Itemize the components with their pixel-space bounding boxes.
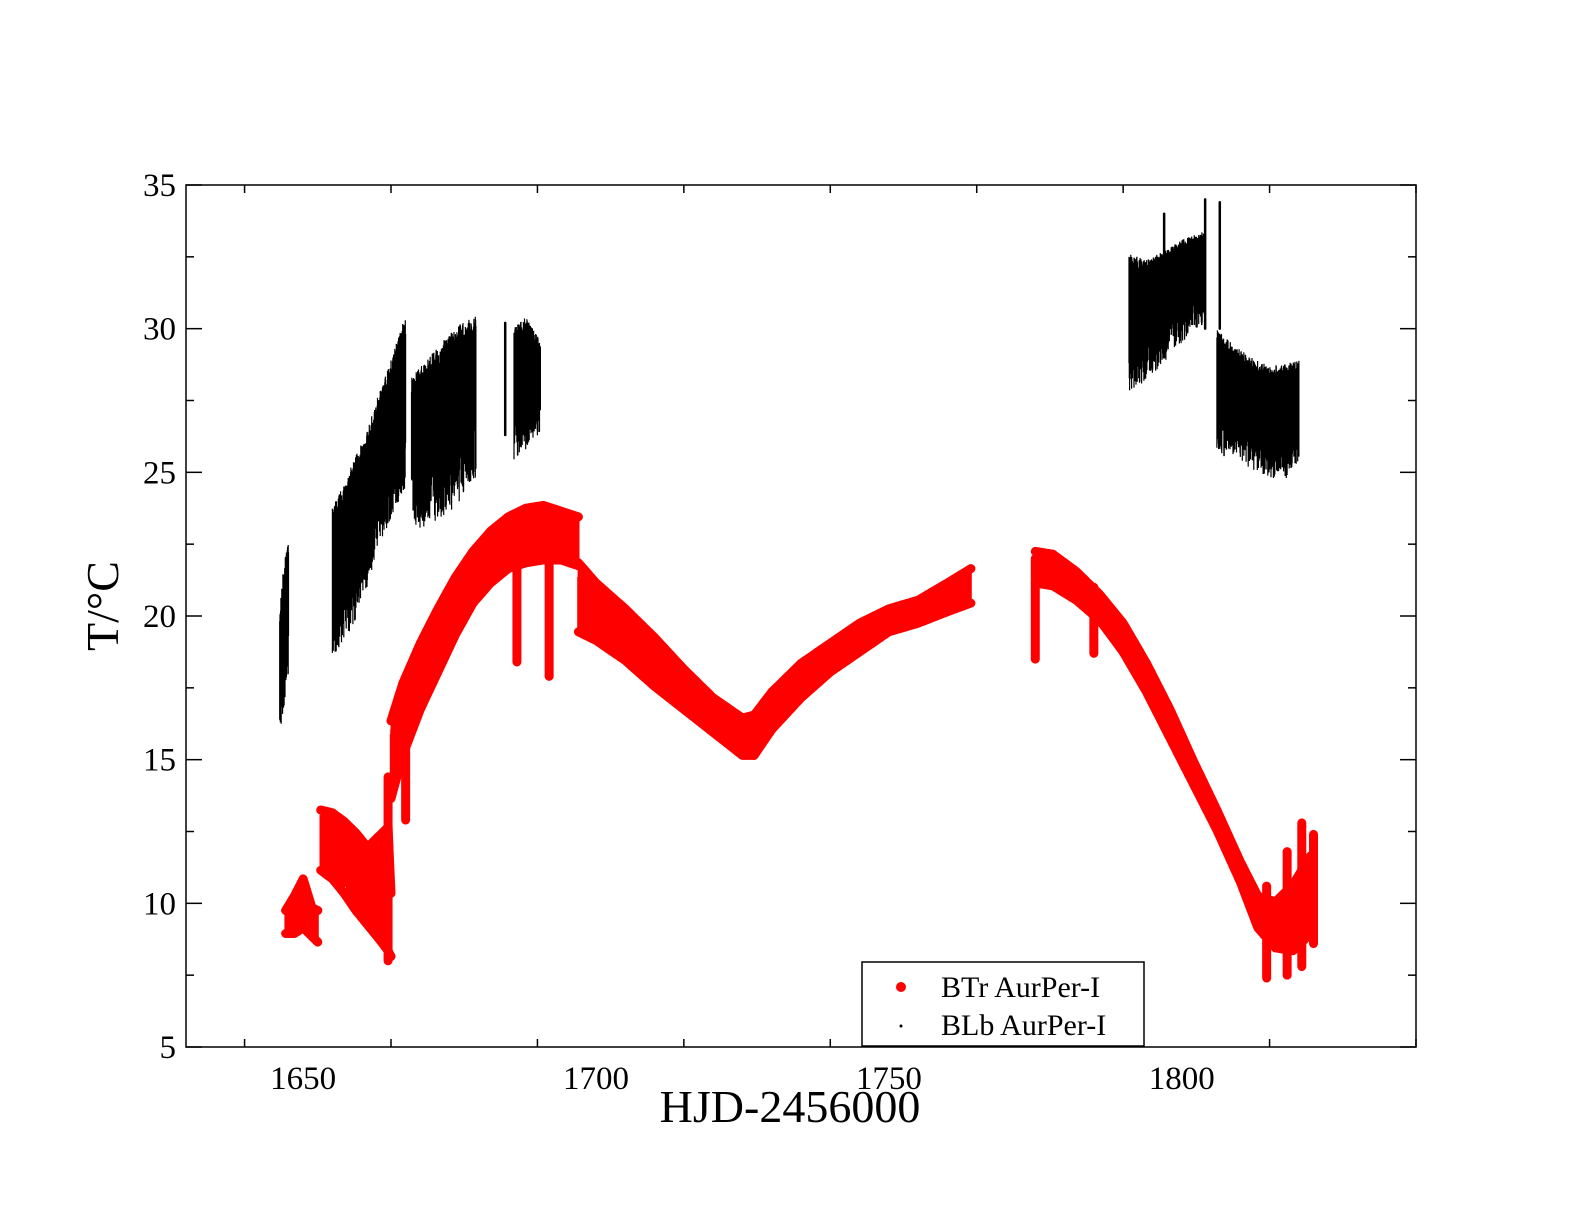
y-axis-title: T/°C (77, 561, 128, 651)
y-tick-label: 35 (143, 168, 176, 204)
series-band (1216, 330, 1300, 478)
series-upper-edge (316, 805, 396, 898)
legend-marker-btr (896, 982, 906, 992)
legend: BTr AurPer-I BLb AurPer-I (861, 961, 1145, 1047)
series-band (331, 320, 407, 653)
series-lower-edge (316, 865, 396, 961)
legend-marker-blb (899, 1024, 903, 1028)
y-tick-label: 25 (143, 455, 176, 491)
series-band (319, 806, 393, 960)
ticks-layer: 1650 1700 1750 1800 5 10 15 20 25 30 35 (143, 168, 1417, 1097)
series-segment (573, 558, 759, 760)
series-segment (410, 316, 477, 528)
y-tick-label: 30 (143, 312, 176, 348)
series-lower-edge (749, 598, 976, 760)
plot-area (279, 198, 1318, 983)
series-segment (513, 318, 541, 460)
y-tick-label: 5 (160, 1030, 177, 1066)
y-tick-label: 15 (143, 743, 176, 779)
series-lower-edge (281, 923, 323, 947)
series-segment (331, 320, 407, 653)
series-lower-edge (573, 627, 759, 760)
series-band (577, 559, 756, 760)
series-upper-edge (281, 874, 323, 915)
series-band (513, 318, 541, 460)
series-segment (281, 874, 323, 947)
x-axis-title: HJD-2456000 (660, 1081, 921, 1132)
series-layer (279, 198, 1318, 983)
series-segment (316, 805, 396, 961)
y-tick-label: 20 (143, 599, 176, 635)
x-tick-label: 1800 (1149, 1061, 1215, 1097)
legend-label-btr: BTr AurPer-I (941, 971, 1100, 1004)
series-upper-edge (573, 558, 759, 723)
x-tick-label: 1700 (563, 1061, 629, 1097)
series-segment (749, 564, 976, 760)
series-band (284, 880, 319, 944)
series-upper-edge (386, 500, 583, 726)
series-band (410, 316, 477, 528)
series-blb (279, 198, 1300, 724)
series-btr (281, 500, 1318, 983)
series-upper-edge (749, 564, 976, 720)
series-band (752, 565, 972, 756)
series-segment (279, 545, 290, 724)
x-tick-label: 1650 (270, 1061, 336, 1097)
y-tick-label: 10 (143, 886, 176, 922)
series-band (279, 545, 290, 724)
legend-box (861, 961, 1145, 1047)
legend-label-blb: BLb AurPer-I (941, 1009, 1106, 1042)
x-tick-label: 1750 (856, 1061, 922, 1097)
series-segment (1216, 330, 1300, 478)
